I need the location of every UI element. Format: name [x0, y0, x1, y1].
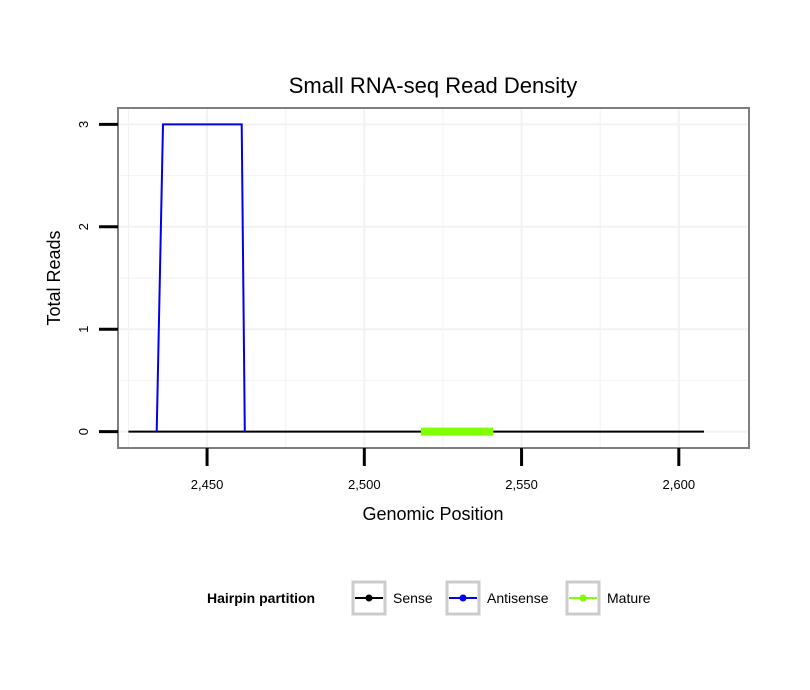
legend-label-sense: Sense: [393, 590, 433, 606]
legend: Hairpin partition Sense Antisense Mature: [207, 580, 651, 616]
series-layer: [128, 123, 704, 436]
y-tick-label: 3: [76, 121, 91, 128]
plot-panel-border: [117, 107, 750, 449]
series-line-antisense: [155, 123, 246, 432]
x-axis-ticks: 2,450 2,500 2,550 2,600: [191, 448, 695, 492]
chart-title: Small RNA-seq Read Density: [289, 73, 578, 98]
x-tick-label: 2,450: [191, 477, 224, 492]
y-axis-ticks: 0 1 2 3: [76, 121, 118, 435]
y-axis-title: Total Reads: [44, 230, 64, 325]
legend-label-mature: Mature: [607, 590, 651, 606]
x-tick-label: 2,500: [348, 477, 381, 492]
y-tick-label: 0: [76, 428, 91, 435]
x-axis-title: Genomic Position: [362, 504, 503, 524]
legend-title: Hairpin partition: [207, 590, 315, 606]
legend-key-point-sense: [365, 594, 373, 602]
grid: [119, 109, 748, 447]
y-tick-label: 2: [76, 223, 91, 230]
x-tick-label: 2,550: [505, 477, 538, 492]
x-tick-label: 2,600: [663, 477, 696, 492]
legend-key-point-antisense: [459, 594, 467, 602]
y-tick-label: 1: [76, 326, 91, 333]
legend-key-point-mature: [579, 594, 587, 602]
legend-label-antisense: Antisense: [487, 590, 549, 606]
